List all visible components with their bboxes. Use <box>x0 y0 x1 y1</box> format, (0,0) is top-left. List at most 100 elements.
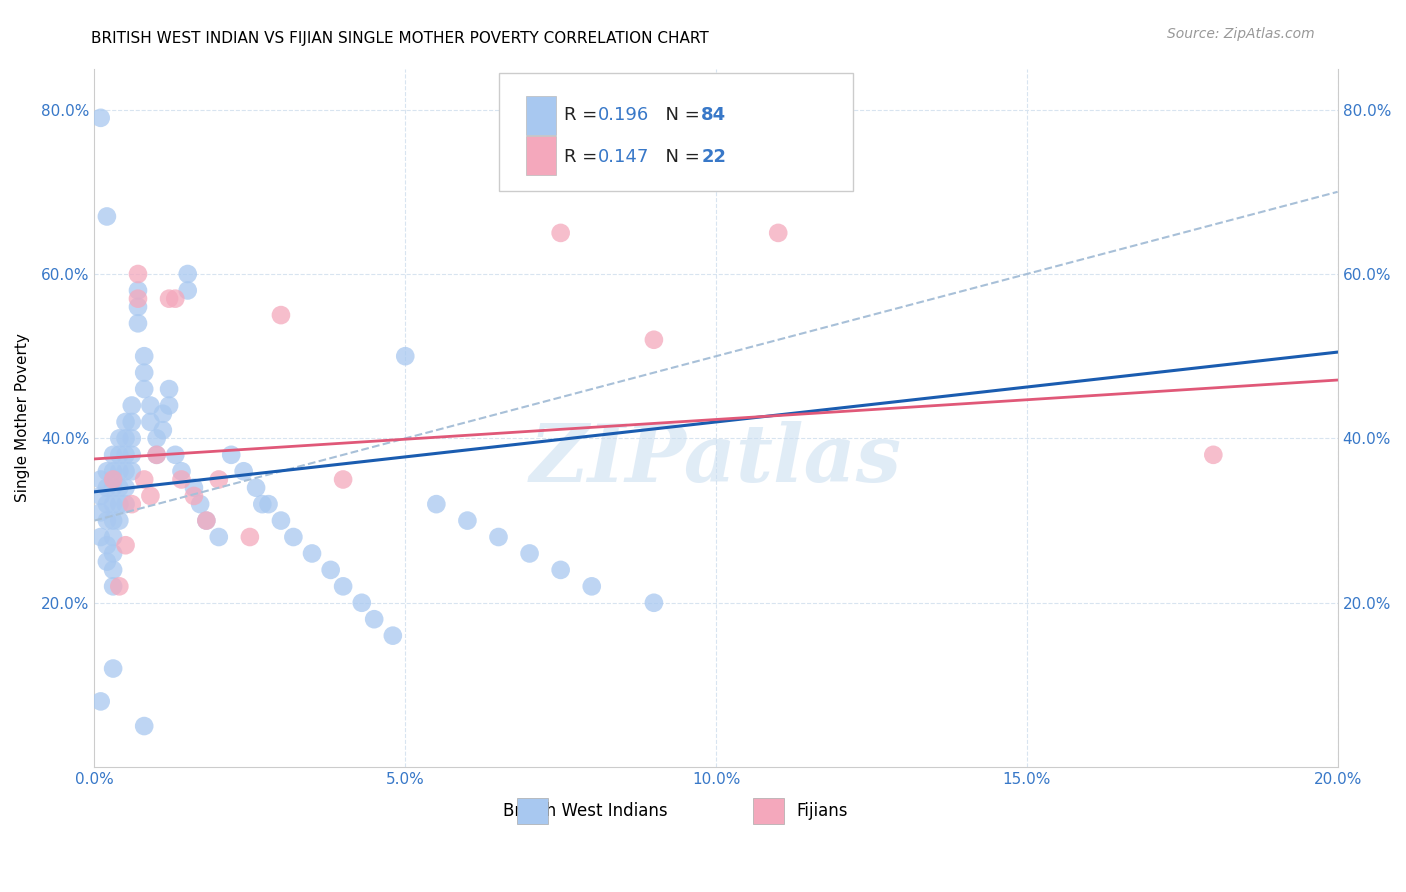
Point <box>766 226 789 240</box>
Point <box>101 448 124 462</box>
Point <box>108 464 131 478</box>
Point <box>319 563 342 577</box>
Point <box>195 514 218 528</box>
FancyBboxPatch shape <box>517 798 548 824</box>
Text: ZIPatlas: ZIPatlas <box>530 421 903 499</box>
Point <box>101 473 124 487</box>
Point <box>121 399 143 413</box>
Point <box>101 514 124 528</box>
Point <box>183 489 205 503</box>
Point <box>145 431 167 445</box>
Point <box>139 415 162 429</box>
Point <box>101 481 124 495</box>
Point <box>114 415 136 429</box>
Point <box>134 382 156 396</box>
Point <box>101 563 124 577</box>
Y-axis label: Single Mother Poverty: Single Mother Poverty <box>15 334 30 502</box>
Point <box>127 267 149 281</box>
Point <box>145 448 167 462</box>
Text: Fijians: Fijians <box>796 802 848 820</box>
Point <box>581 579 603 593</box>
Point <box>127 300 149 314</box>
Point <box>114 497 136 511</box>
Point <box>145 448 167 462</box>
Point <box>127 284 149 298</box>
Point <box>108 579 131 593</box>
Point <box>332 473 354 487</box>
Point <box>96 555 118 569</box>
Point <box>550 226 572 240</box>
Point <box>152 423 174 437</box>
Point <box>90 111 112 125</box>
Text: R =: R = <box>564 106 603 124</box>
Point <box>643 333 665 347</box>
Point <box>350 596 373 610</box>
Point <box>127 292 149 306</box>
Text: Source: ZipAtlas.com: Source: ZipAtlas.com <box>1167 27 1315 41</box>
Point <box>114 448 136 462</box>
Text: N =: N = <box>654 148 706 166</box>
Point <box>208 473 231 487</box>
Point <box>183 481 205 495</box>
Point <box>170 473 193 487</box>
Point <box>101 546 124 560</box>
Point <box>114 538 136 552</box>
Point <box>108 448 131 462</box>
Text: R =: R = <box>564 148 603 166</box>
Point <box>519 546 541 560</box>
Point <box>121 464 143 478</box>
Point <box>108 431 131 445</box>
Point <box>301 546 323 560</box>
Point <box>177 284 200 298</box>
Text: 84: 84 <box>702 106 727 124</box>
Point <box>208 530 231 544</box>
Point <box>114 464 136 478</box>
Point <box>108 497 131 511</box>
FancyBboxPatch shape <box>526 96 555 135</box>
Point <box>108 481 131 495</box>
Point <box>363 612 385 626</box>
Point <box>90 489 112 503</box>
Text: 0.196: 0.196 <box>598 106 650 124</box>
Point <box>157 292 180 306</box>
Point <box>232 464 254 478</box>
Point <box>195 514 218 528</box>
Point <box>134 366 156 380</box>
Point <box>170 464 193 478</box>
Point <box>270 308 292 322</box>
Point <box>643 596 665 610</box>
Text: 0.147: 0.147 <box>598 148 650 166</box>
Point <box>121 415 143 429</box>
Point <box>108 514 131 528</box>
Point <box>114 481 136 495</box>
Point <box>134 473 156 487</box>
Point <box>139 399 162 413</box>
Point <box>90 505 112 519</box>
Point <box>121 448 143 462</box>
Point <box>134 719 156 733</box>
Text: N =: N = <box>654 106 706 124</box>
Point <box>239 530 262 544</box>
Point <box>152 407 174 421</box>
Point <box>283 530 305 544</box>
Point <box>101 464 124 478</box>
Point <box>157 382 180 396</box>
Point <box>177 267 200 281</box>
Point <box>270 514 292 528</box>
Point <box>188 497 211 511</box>
Point <box>134 349 156 363</box>
Point <box>165 448 187 462</box>
Point <box>101 661 124 675</box>
Point <box>96 497 118 511</box>
FancyBboxPatch shape <box>526 136 555 175</box>
Point <box>96 514 118 528</box>
Point <box>96 464 118 478</box>
Point <box>96 210 118 224</box>
Point <box>139 489 162 503</box>
Point <box>425 497 447 511</box>
Point <box>165 292 187 306</box>
Text: British West Indians: British West Indians <box>503 802 668 820</box>
Point <box>90 473 112 487</box>
Point <box>121 497 143 511</box>
Point <box>257 497 280 511</box>
